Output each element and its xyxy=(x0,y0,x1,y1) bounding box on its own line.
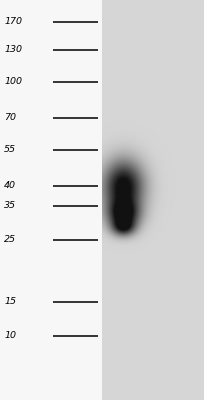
Text: 35: 35 xyxy=(4,202,16,210)
Text: 130: 130 xyxy=(4,46,22,54)
Text: 55: 55 xyxy=(4,146,16,154)
Text: 40: 40 xyxy=(4,182,16,190)
Text: 70: 70 xyxy=(4,114,16,122)
Text: 15: 15 xyxy=(4,298,16,306)
Text: 10: 10 xyxy=(4,332,16,340)
Text: 25: 25 xyxy=(4,236,16,244)
Text: 100: 100 xyxy=(4,78,22,86)
Text: 170: 170 xyxy=(4,18,22,26)
